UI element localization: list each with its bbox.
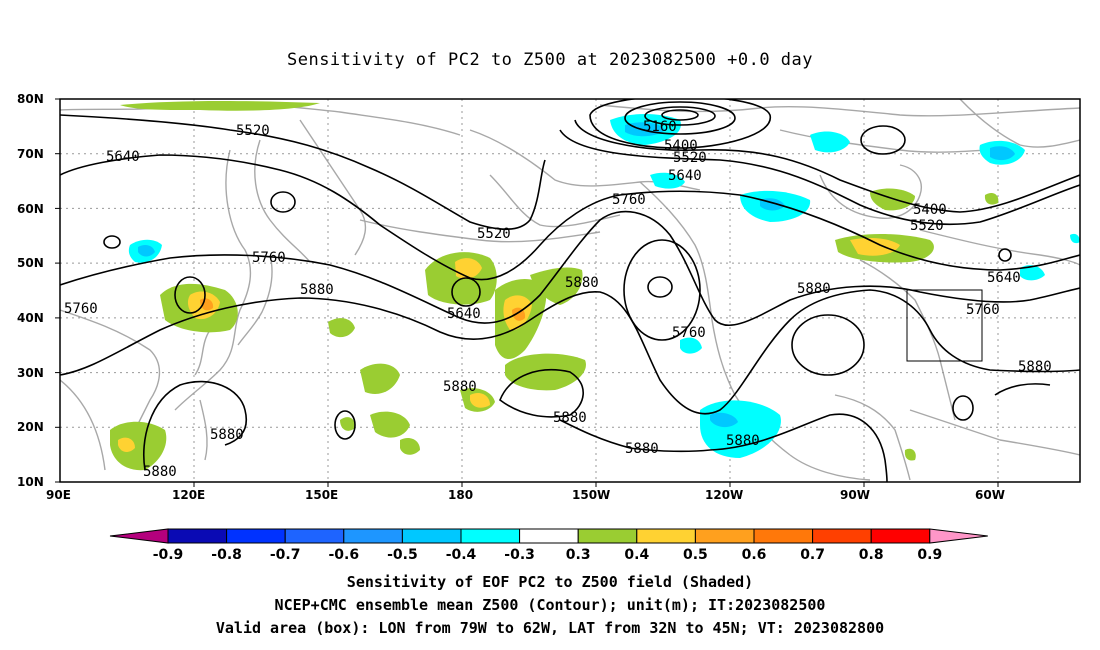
colorbar-tick-label: -0.8: [211, 547, 242, 563]
contour-label: 5880: [797, 281, 831, 297]
lon-label-60w: 60W: [975, 488, 1005, 502]
colorbar-swatch: [226, 528, 286, 544]
colorbar-end-high: [929, 528, 988, 544]
colorbar-tick-label: -0.6: [328, 547, 359, 563]
colorbar-swatch: [577, 528, 638, 544]
contour-label: 5880: [726, 433, 760, 449]
caption-line-3: Valid area (box): LON from 79W to 62W, L…: [215, 619, 885, 637]
colorbar-swatch: [694, 528, 755, 544]
lon-label-90e: 90E: [46, 488, 71, 502]
contour-label: 5760: [64, 301, 98, 317]
lon-label-180: 180: [448, 488, 474, 502]
colorbar-tick-label: -0.7: [270, 547, 301, 563]
colorbar-swatch: [812, 528, 872, 544]
colorbar: -0.9 -0.8 -0.7 -0.6 -0.5 -0.4 -0.3 0.3 0.4 0.5 0.6…: [109, 528, 988, 563]
contour-label: 5160: [643, 119, 677, 135]
colorbar-swatch: [401, 528, 462, 544]
lon-label-90w: 90W: [840, 488, 870, 502]
colorbar-swatch: [284, 528, 345, 544]
colorbar-swatch: [636, 528, 696, 544]
lon-label-150w: 150W: [572, 488, 611, 502]
contour-label: 5760: [966, 302, 1000, 318]
colorbar-swatch: [167, 528, 228, 544]
sensitivity-shading-positive-strong: [118, 237, 900, 452]
contour-label: 5520: [673, 150, 707, 166]
lat-label-70n: 70N: [17, 147, 44, 161]
colorbar-swatch: [460, 528, 521, 544]
lon-label-120w: 120W: [705, 488, 744, 502]
contour-label: 5880: [300, 282, 334, 298]
contour-label: 5760: [252, 250, 286, 266]
colorbar-tick-label: 0.5: [683, 547, 708, 563]
colorbar-tick-label: 0.8: [859, 547, 884, 563]
contour-label: 5400: [913, 202, 947, 218]
contour-label: 5640: [987, 270, 1021, 286]
contour-label: 5880: [1018, 359, 1052, 375]
lon-label-120e: 120E: [172, 488, 206, 502]
lat-label-30n: 30N: [17, 366, 44, 380]
colorbar-tick-label: -0.9: [153, 547, 184, 563]
lat-label-80n: 80N: [17, 92, 44, 106]
caption-line-1: Sensitivity of EOF PC2 to Z500 field (Sh…: [346, 573, 754, 591]
caption-line-2: NCEP+CMC ensemble mean Z500 (Contour); u…: [274, 596, 826, 614]
colorbar-tick-label: -0.5: [387, 547, 418, 563]
contour-label: 5760: [672, 325, 706, 341]
contour-label: 5880: [625, 441, 659, 457]
map-ticks: [55, 98, 999, 487]
contour-label: 5880: [443, 379, 477, 395]
contour-label: 5760: [612, 192, 646, 208]
map-frame: [59, 98, 1081, 483]
colorbar-tick-label: 0.7: [800, 547, 825, 563]
lat-label-60n: 60N: [17, 202, 44, 216]
colorbar-tick-label: -0.3: [504, 547, 535, 563]
contour-label: 5880: [210, 427, 244, 443]
colorbar-tick-label: 0.4: [624, 547, 649, 563]
valid-area-box: [906, 289, 983, 362]
contour-label: 5520: [477, 226, 511, 242]
sensitivity-shading-negative: [128, 114, 1080, 458]
contour-label: 5640: [668, 168, 702, 184]
lat-label-50n: 50N: [17, 256, 44, 270]
colorbar-tick-label: -0.4: [446, 547, 477, 563]
contour-label: 5520: [236, 123, 270, 139]
colorbar-end-low: [109, 528, 169, 544]
contour-label: 5880: [553, 410, 587, 426]
lat-label-20n: 20N: [17, 420, 44, 434]
colorbar-tick-label: 0.3: [566, 547, 591, 563]
contour-label: 5520: [910, 218, 944, 234]
colorbar-tick-label: 0.6: [742, 547, 767, 563]
colorbar-swatch: [870, 528, 931, 544]
contour-labels: 5520 5640 5160 5400 5520 5640 5760 5520 …: [64, 119, 1052, 480]
colorbar-tick-label: 0.9: [917, 547, 942, 563]
colorbar-swatch: [753, 528, 814, 544]
lat-label-40n: 40N: [17, 311, 44, 325]
contour-label: 5880: [565, 275, 599, 291]
colorbar-swatch: [519, 528, 579, 544]
lat-label-10n: 10N: [17, 475, 44, 489]
contour-label: 5640: [447, 306, 481, 322]
z500-contours: [60, 99, 1080, 482]
lon-label-150e: 150E: [305, 488, 339, 502]
map-title: Sensitivity of PC2 to Z500 at 2023082500…: [286, 50, 813, 70]
contour-label: 5880: [143, 464, 177, 480]
colorbar-swatch: [343, 528, 403, 544]
contour-label: 5400: [664, 138, 698, 154]
contour-label: 5640: [106, 149, 140, 165]
